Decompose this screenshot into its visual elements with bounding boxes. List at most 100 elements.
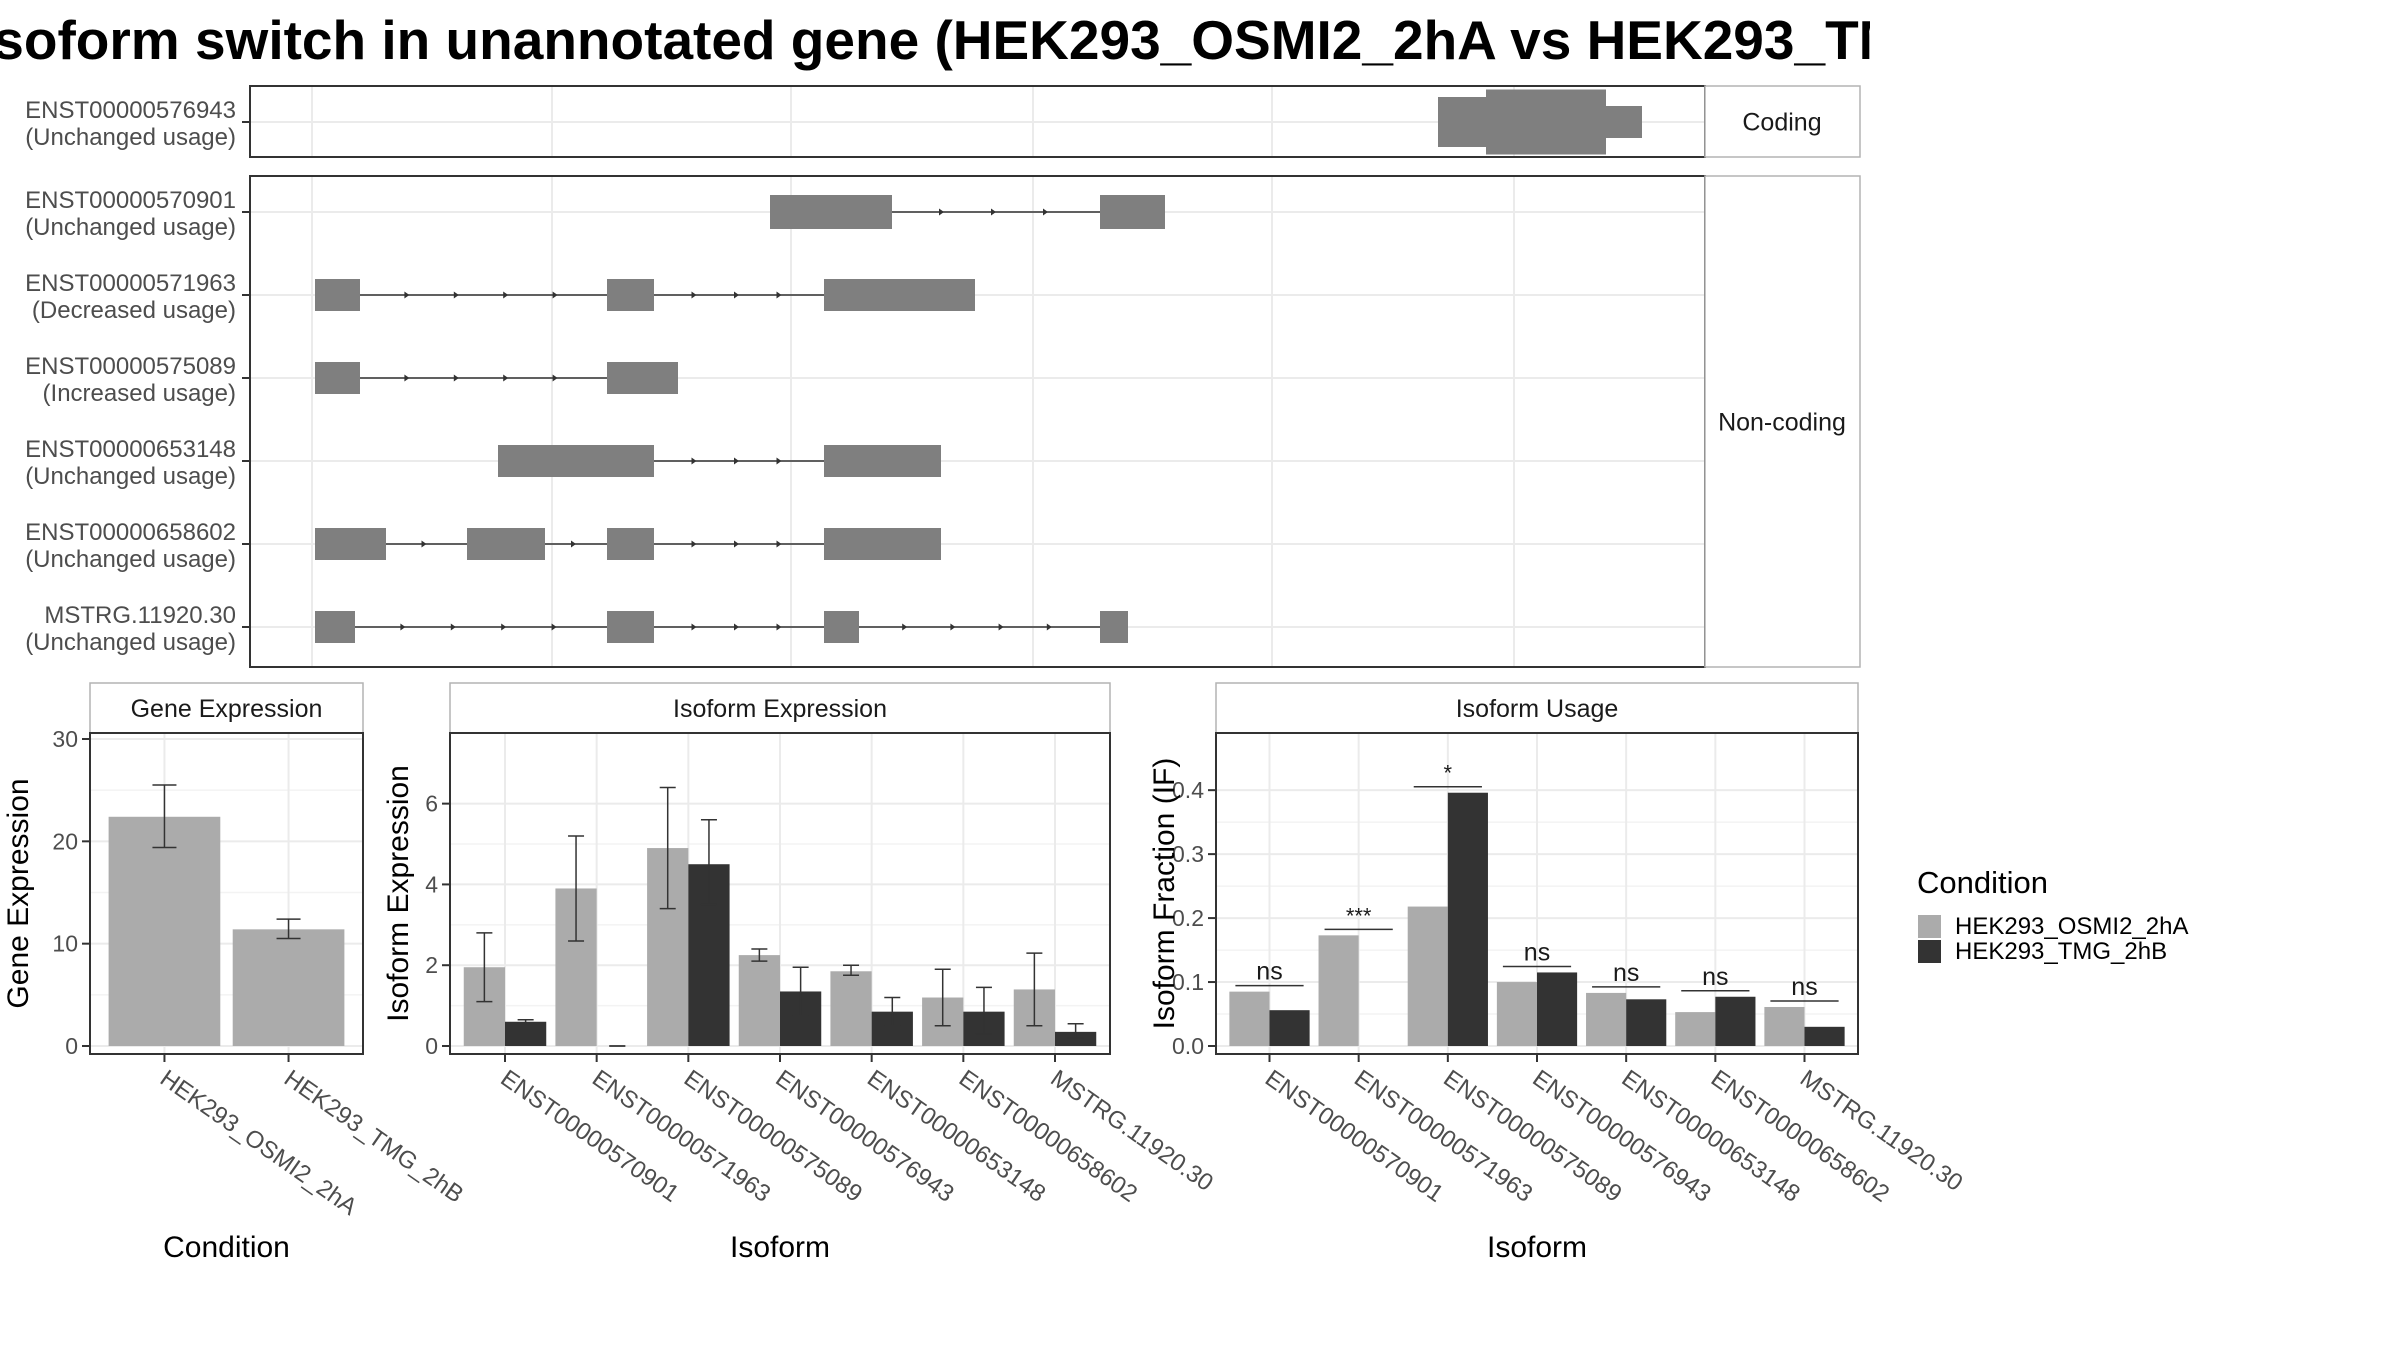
x-axis-title: Condition: [163, 1231, 290, 1264]
exon-block: [1606, 106, 1642, 138]
exon-block: [1100, 195, 1165, 229]
intron-arrow: [1046, 623, 1052, 631]
y-tick-label: 0.1: [1172, 969, 1204, 995]
y-tick-label: 0.2: [1172, 905, 1204, 931]
panel-border: [89, 732, 364, 1055]
significance-label: *: [1444, 761, 1453, 786]
exon-block: [1438, 97, 1486, 147]
isoform-usage-label: (Unchanged usage): [25, 124, 236, 151]
intron-arrow: [501, 623, 507, 631]
bar-HEK293_OSMI2_2hA: [1586, 992, 1627, 1046]
y-tick-label: 0.4: [1172, 777, 1204, 803]
exon-block: [824, 279, 975, 311]
exon-block: [1486, 89, 1572, 155]
significance-label: ns: [1702, 963, 1728, 991]
intron-arrow: [998, 623, 1004, 631]
intron-arrow: [776, 457, 782, 465]
bar-HEK293_OSMI2_2hA: [1764, 1006, 1805, 1046]
exon-block: [607, 528, 654, 560]
isoform-id-label: ENST00000576943: [25, 97, 236, 124]
bar-HEK293_TMG_2hB: [1715, 996, 1756, 1046]
intron-arrow: [691, 457, 697, 465]
intron-arrow: [551, 623, 557, 631]
bar-HEK293_OSMI2_2hA: [1675, 1012, 1716, 1046]
isoform-id-label: ENST00000570901: [25, 187, 236, 214]
bar-HEK293_TMG_2hB: [1447, 792, 1488, 1046]
intron-arrow: [734, 457, 739, 465]
bar-HEK293_TMG_2hB: [505, 1021, 547, 1046]
y-tick-label: 0: [65, 1033, 78, 1059]
isoform-id-label: ENST00000653148: [25, 436, 236, 463]
legend-item-label: HEK293_OSMI2_2hA: [1955, 913, 2188, 940]
exon-block: [1100, 611, 1128, 643]
bar-HEK293_TMG_2hB: [1626, 999, 1667, 1046]
x-tick-label: MSTRG.11920.30: [1046, 1065, 1218, 1197]
isoform-usage-label: (Increased usage): [43, 380, 236, 407]
bar-HEK293_OSMI2_2hA: [1496, 982, 1537, 1046]
legend-key: [1918, 915, 1941, 938]
intron-arrow: [734, 540, 739, 548]
isoform-id-label: MSTRG.11920.30: [44, 602, 236, 629]
facet-strip: [1704, 175, 1861, 668]
exon-block: [824, 611, 859, 643]
isoform-id-label: ENST00000571963: [25, 270, 236, 297]
exon-block: [824, 528, 941, 560]
panel-title: Isoform Usage: [1456, 695, 1619, 723]
facet-strip-label: Non-coding: [1718, 409, 1846, 437]
y-axis-title: Gene Expression: [2, 778, 35, 1008]
intron-arrow: [776, 540, 782, 548]
isoform-id-label: ENST00000575089: [25, 353, 236, 380]
exon-block: [824, 445, 941, 477]
figure-title-wrap: Isoform switch in unannotated gene (HEK2…: [0, 0, 1870, 80]
intron-arrow: [691, 540, 697, 548]
significance-label: ns: [1791, 973, 1817, 1001]
legend-item-label: HEK293_TMG_2hB: [1955, 938, 2167, 965]
y-tick-label: 6: [425, 791, 438, 817]
facet-strip: [1704, 85, 1861, 158]
intron-arrow: [950, 623, 956, 631]
intron-arrow: [776, 623, 782, 631]
exon-block: [607, 279, 654, 311]
figure-title: Isoform switch in unannotated gene (HEK2…: [0, 9, 1870, 71]
bar-HEK293_OSMI2_2hA: [738, 955, 780, 1046]
bar-HEK293_TMG_2hB: [232, 929, 345, 1046]
y-tick-label: 4: [425, 871, 438, 897]
intron-arrow: [503, 291, 509, 299]
isoform-usage-label: (Unchanged usage): [25, 463, 236, 490]
bar-HEK293_OSMI2_2hA: [1407, 906, 1448, 1046]
significance-label: ***: [1346, 903, 1372, 928]
intron-arrow: [450, 623, 456, 631]
intron-arrow: [404, 374, 410, 382]
bar-HEK293_TMG_2hB: [1804, 1026, 1845, 1046]
exon-block: [315, 528, 386, 560]
exon-block: [315, 611, 355, 643]
panel-strip: [449, 682, 1111, 734]
bar-HEK293_TMG_2hB: [1537, 972, 1578, 1046]
intron-arrow: [776, 291, 782, 299]
x-tick-label: HEK293_OSMI2_2hA: [155, 1065, 362, 1221]
x-axis-title: Isoform: [1487, 1231, 1587, 1264]
intron-arrow: [421, 540, 427, 548]
panel-strip: [1215, 682, 1859, 734]
bar-HEK293_OSMI2_2hA: [830, 971, 872, 1046]
intron-arrow: [552, 374, 558, 382]
exon-block: [467, 528, 545, 560]
y-tick-label: 2: [425, 952, 438, 978]
isoform-id-label: ENST00000658602: [25, 519, 236, 546]
intron-arrow: [404, 291, 410, 299]
intron-arrow: [691, 623, 697, 631]
isoform-usage-label: (Unchanged usage): [25, 214, 236, 241]
exon-block: [498, 445, 654, 477]
bar-HEK293_OSMI2_2hA: [1229, 991, 1270, 1046]
y-tick-label: 20: [52, 828, 78, 854]
panel-title: Isoform Expression: [673, 695, 887, 723]
intron-arrow: [734, 291, 739, 299]
intron-arrow: [571, 540, 576, 548]
y-tick-label: 10: [52, 931, 78, 957]
intron-arrow: [991, 208, 996, 216]
exon-block: [1572, 89, 1606, 155]
bar-HEK293_TMG_2hB: [1055, 1031, 1097, 1046]
exon-block: [607, 362, 678, 394]
intron-arrow: [734, 623, 739, 631]
